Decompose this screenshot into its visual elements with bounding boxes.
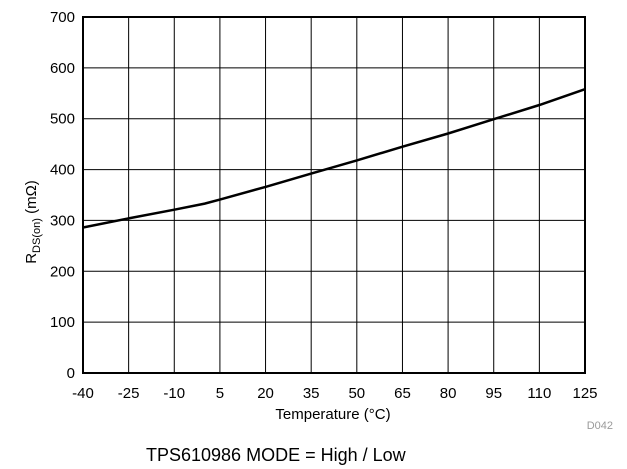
x-tick-label: 95 bbox=[485, 385, 502, 402]
x-tick-label: 65 bbox=[394, 385, 411, 402]
plot-frame bbox=[82, 16, 586, 374]
y-tick-label: 600 bbox=[50, 60, 75, 77]
x-tick-label: -10 bbox=[163, 385, 185, 402]
grid-lines bbox=[83, 17, 585, 373]
y-tick-label: 100 bbox=[50, 314, 75, 331]
x-tick-label: 80 bbox=[440, 385, 457, 402]
x-tick-label: 35 bbox=[303, 385, 320, 402]
y-tick-label: 0 bbox=[67, 365, 75, 382]
caption: TPS610986 MODE = High / Low bbox=[146, 445, 407, 465]
y-axis-title: RDS(on) (mΩ) bbox=[23, 180, 43, 264]
figure-code: D042 bbox=[587, 420, 613, 432]
x-tick-labels: -40 -25 -10 5 20 35 50 65 80 95 110 125 bbox=[72, 385, 597, 402]
y-tick-label: 700 bbox=[50, 9, 75, 26]
x-tick-label: 5 bbox=[216, 385, 224, 402]
y-tick-label: 200 bbox=[50, 263, 75, 280]
x-tick-label: 125 bbox=[572, 385, 597, 402]
y-tick-labels: 0 100 200 300 400 500 600 700 bbox=[50, 9, 75, 382]
x-tick-label: 110 bbox=[527, 385, 551, 402]
y-tick-label: 300 bbox=[50, 212, 75, 229]
x-tick-label: -25 bbox=[118, 385, 140, 402]
y-axis-title-subscript: DS(on) bbox=[31, 218, 43, 253]
y-axis-title-unit: (mΩ) bbox=[23, 180, 40, 218]
x-tick-label: 50 bbox=[348, 385, 365, 402]
y-axis-title-main: R bbox=[23, 253, 40, 264]
x-axis-title: Temperature (°C) bbox=[275, 406, 390, 423]
series-line bbox=[82, 88, 586, 229]
y-tick-label: 500 bbox=[50, 111, 75, 128]
y-tick-label: 400 bbox=[50, 162, 75, 179]
x-tick-label: 20 bbox=[257, 385, 274, 402]
x-tick-label: -40 bbox=[72, 385, 94, 402]
